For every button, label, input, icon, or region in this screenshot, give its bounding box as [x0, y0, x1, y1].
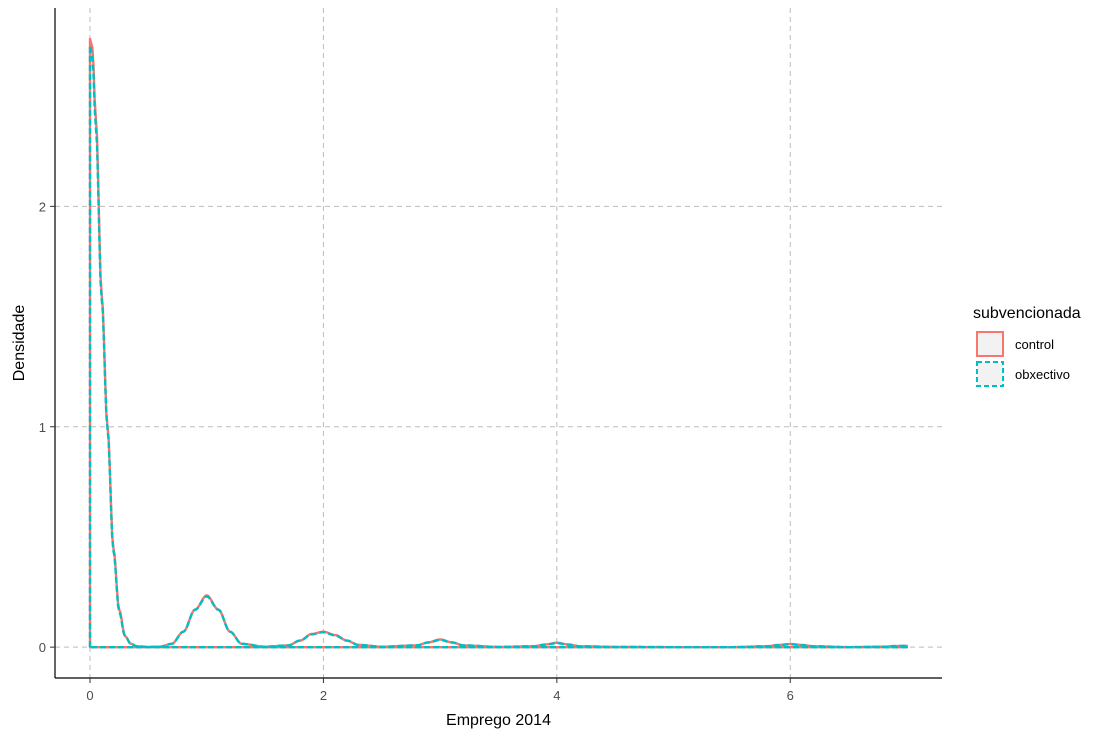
x-tick-label: 2 — [320, 688, 327, 703]
axis-ticks: 0 2 4 6 0 1 2 — [39, 199, 794, 703]
grid-lines — [55, 8, 942, 678]
axes — [54, 8, 942, 679]
x-axis-title: Emprego 2014 — [446, 712, 551, 729]
density-curve-control — [88, 37, 909, 649]
y-tick-label: 0 — [39, 640, 46, 655]
legend: subvencionada control obxectivo — [973, 305, 1081, 387]
y-tick-label: 2 — [39, 199, 46, 214]
legend-key-control — [976, 331, 1004, 357]
y-tick-label: 1 — [39, 420, 46, 435]
density-curve-obxectivo — [88, 44, 909, 649]
x-tick-label: 4 — [553, 688, 560, 703]
x-tick-label: 0 — [86, 688, 93, 703]
legend-key-obxectivo — [976, 361, 1004, 387]
legend-item-obxectivo: obxectivo — [976, 361, 1070, 387]
legend-label-obxectivo: obxectivo — [1015, 367, 1070, 382]
legend-title: subvencionada — [973, 305, 1081, 322]
density-curves — [88, 37, 909, 649]
x-tick-label: 6 — [787, 688, 794, 703]
y-axis-title: Densidade — [11, 305, 28, 382]
legend-label-control: control — [1015, 337, 1054, 352]
legend-item-control: control — [976, 331, 1054, 357]
